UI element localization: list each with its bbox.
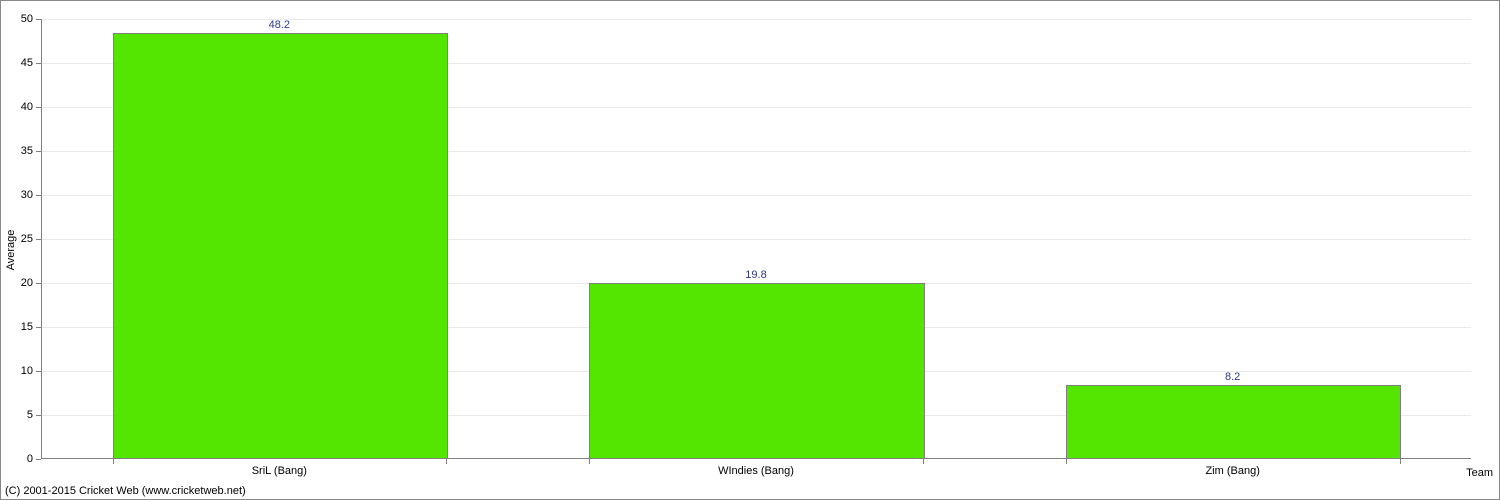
y-tick-label: 50 [21, 13, 41, 25]
copyright-text: (C) 2001-2015 Cricket Web (www.cricketwe… [5, 485, 246, 497]
y-tick-label: 25 [21, 233, 41, 245]
y-tick-label: 45 [21, 57, 41, 69]
bar [113, 33, 449, 458]
y-tick-label: 5 [27, 409, 41, 421]
x-tick [446, 459, 447, 464]
y-tick-label: 40 [21, 101, 41, 113]
y-tick-label: 0 [27, 453, 41, 465]
x-tick [113, 459, 114, 464]
plot-area: 0510152025303540455048.2SriL (Bang)19.8W… [41, 19, 1471, 459]
x-tick-label: Zim (Bang) [1205, 459, 1259, 477]
bar-value-label: 48.2 [269, 19, 290, 35]
x-tick [1066, 459, 1067, 464]
x-tick [923, 459, 924, 464]
bar [589, 283, 925, 458]
bar-value-label: 19.8 [745, 269, 766, 285]
y-tick-label: 20 [21, 277, 41, 289]
chart-frame: Average 0510152025303540455048.2SriL (Ba… [0, 0, 1500, 500]
y-axis-title: Average [5, 230, 17, 271]
x-axis-title: Team [1466, 467, 1493, 479]
bar-value-label: 8.2 [1225, 371, 1240, 387]
gridline [42, 19, 1471, 20]
x-tick [1400, 459, 1401, 464]
y-tick-label: 35 [21, 145, 41, 157]
y-tick-label: 15 [21, 321, 41, 333]
y-tick-label: 10 [21, 365, 41, 377]
bar [1066, 385, 1402, 458]
x-tick-label: SriL (Bang) [252, 459, 307, 477]
x-tick-label: WIndies (Bang) [718, 459, 794, 477]
x-tick [589, 459, 590, 464]
y-tick-label: 30 [21, 189, 41, 201]
